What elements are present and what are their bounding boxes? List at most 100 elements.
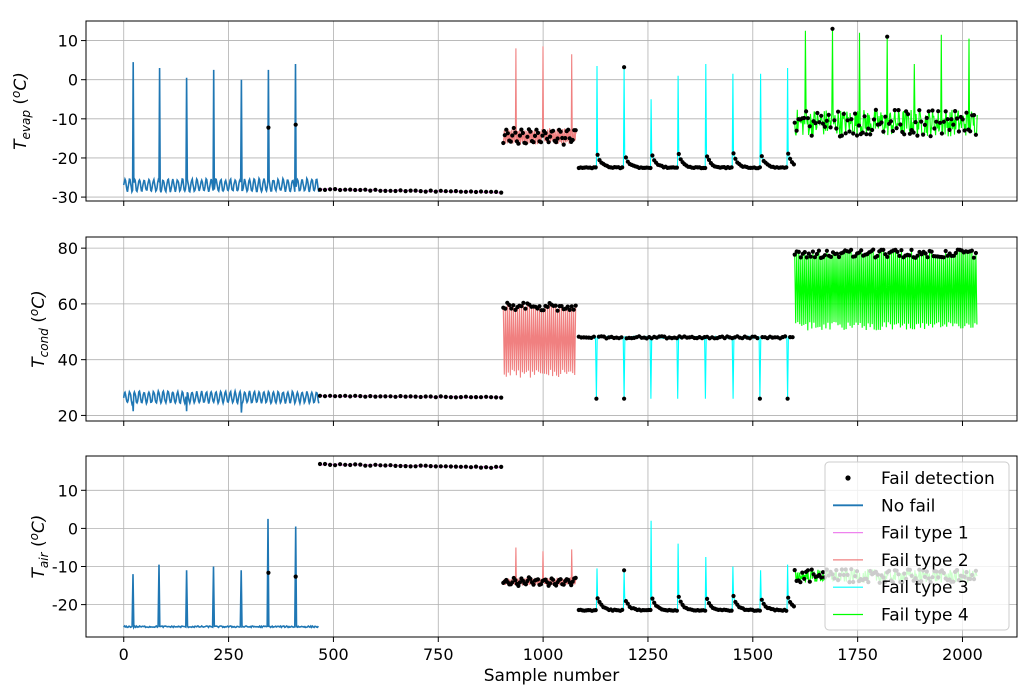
fail-detection-point bbox=[971, 255, 977, 260]
fail-detection-point bbox=[501, 140, 506, 146]
fail-detection-point bbox=[484, 189, 489, 194]
y-label-sub: cond bbox=[37, 328, 51, 358]
fail-detection-point bbox=[828, 254, 834, 259]
fail-detection-point bbox=[523, 306, 528, 311]
fail-detection-point bbox=[885, 34, 890, 39]
fail-detection-point bbox=[494, 189, 499, 194]
fail-detection-point bbox=[566, 127, 571, 132]
y-label-unit-pre: ( bbox=[29, 540, 49, 552]
fail-detection-point bbox=[947, 127, 952, 132]
fail-detection-point bbox=[363, 187, 368, 192]
fail-detection-point bbox=[378, 394, 383, 399]
fail-detection-point bbox=[834, 251, 840, 256]
fail-detection-point bbox=[815, 110, 820, 116]
fail-detection-point bbox=[293, 122, 298, 127]
fail-detection-point bbox=[358, 394, 363, 399]
fail-detection-point bbox=[373, 187, 378, 192]
fail-detection-point bbox=[919, 119, 924, 124]
fail-detection-point bbox=[551, 577, 556, 582]
fail-detection-point bbox=[383, 463, 388, 468]
fail-detection-point bbox=[333, 187, 338, 192]
fail-detection-point bbox=[788, 156, 793, 161]
fail-detection-point bbox=[545, 304, 550, 309]
fail-detection-point bbox=[819, 113, 824, 118]
fail-detection-point bbox=[438, 394, 443, 399]
legend-entry-label: No fail bbox=[881, 496, 935, 516]
fail-detection-point bbox=[468, 465, 474, 470]
y-label-main: T bbox=[29, 566, 49, 578]
fail-detection-point bbox=[363, 394, 368, 399]
fail-detection-point bbox=[839, 133, 845, 138]
fail-detection-point bbox=[936, 109, 941, 114]
fail-detection-point bbox=[548, 581, 553, 586]
fail-detection-point bbox=[502, 133, 507, 138]
fail-detection-point bbox=[398, 394, 403, 399]
y-label-sub: evap bbox=[19, 110, 33, 140]
fail-detection-point bbox=[443, 189, 448, 194]
fail-detection-point bbox=[408, 394, 413, 399]
y-tick-label: -10 bbox=[52, 558, 78, 577]
fail-detection-point bbox=[792, 252, 797, 257]
y-label-unit-sup: o bbox=[27, 309, 41, 316]
x-tick-label: 250 bbox=[213, 645, 244, 664]
fail-detection-point bbox=[368, 394, 373, 399]
fail-detection-point bbox=[534, 127, 539, 132]
fail-detection-point bbox=[834, 126, 839, 131]
fail-detection-point bbox=[413, 464, 418, 469]
fail-detection-point bbox=[784, 165, 789, 170]
fail-detection-point bbox=[554, 583, 559, 588]
fail-detection-point bbox=[969, 248, 975, 253]
fail-detection-point bbox=[348, 394, 353, 399]
fail-detection-point bbox=[503, 306, 508, 311]
fail-detection-point bbox=[383, 394, 388, 399]
fail-detection-point bbox=[898, 122, 903, 127]
fail-detection-point bbox=[338, 394, 343, 399]
fail-detection-point bbox=[954, 116, 960, 121]
fail-detection-point bbox=[489, 465, 494, 470]
legend-entry-label: Fail detection bbox=[881, 469, 995, 489]
fail-detection-point bbox=[623, 155, 629, 160]
fail-detection-point bbox=[593, 608, 598, 613]
fail-detection-point bbox=[473, 189, 479, 195]
fail-detection-point bbox=[851, 131, 856, 136]
fail-detection-point bbox=[468, 395, 474, 400]
fail-detection-point bbox=[757, 165, 763, 170]
fail-detection-point bbox=[822, 253, 828, 258]
fail-detection-point bbox=[792, 568, 797, 573]
fail-detection-point bbox=[554, 140, 559, 145]
fail-detection-point bbox=[373, 462, 378, 467]
fail-detection-point bbox=[541, 308, 546, 313]
fail-detection-point bbox=[458, 189, 463, 194]
fail-detection-point bbox=[956, 129, 962, 134]
fail-detection-point bbox=[516, 583, 521, 589]
fail-detection-point bbox=[353, 187, 358, 193]
fail-detection-point bbox=[650, 153, 655, 158]
fail-detection-point bbox=[571, 307, 576, 312]
fail-detection-point bbox=[560, 135, 565, 141]
fail-detection-point bbox=[573, 303, 578, 308]
x-tick-label: 2000 bbox=[942, 645, 983, 664]
fail-detection-point bbox=[791, 604, 797, 609]
series-line-no-fail bbox=[123, 518, 319, 630]
fail-detection-point bbox=[343, 462, 348, 467]
y-label-sub: air bbox=[37, 551, 51, 568]
fail-detection-point bbox=[652, 600, 657, 605]
fail-detection-point bbox=[922, 122, 928, 127]
fail-detection-point bbox=[678, 599, 683, 604]
fail-detection-point bbox=[897, 253, 902, 258]
fail-detection-point bbox=[519, 304, 524, 309]
legend-entry-label: Fail type 1 bbox=[881, 524, 969, 544]
fail-detection-point bbox=[913, 120, 918, 125]
fail-detection-point bbox=[551, 128, 556, 133]
legend-box bbox=[824, 461, 1010, 631]
fail-detection-point bbox=[875, 253, 880, 259]
fail-detection-point bbox=[804, 255, 809, 260]
fail-detection-point bbox=[561, 142, 566, 147]
fail-detection-point bbox=[802, 576, 807, 581]
fail-detection-point bbox=[832, 118, 837, 123]
fail-detection-point bbox=[494, 464, 499, 469]
fail-detection-point bbox=[484, 465, 489, 470]
y-tick-label: 0 bbox=[68, 519, 78, 538]
fail-detection-point bbox=[905, 112, 911, 117]
fail-detection-point bbox=[510, 580, 515, 585]
